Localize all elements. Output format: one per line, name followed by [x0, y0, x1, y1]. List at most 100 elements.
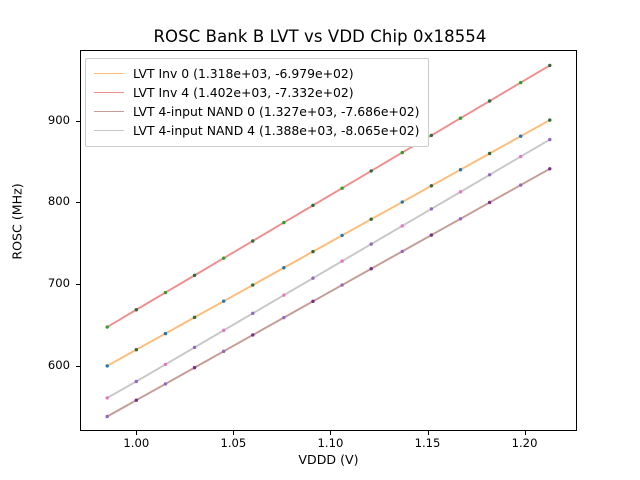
y-tick-mark: [76, 202, 80, 204]
legend-label: LVT Inv 0 (1.318e+03, -6.979e+02): [133, 66, 354, 81]
data-point-marker: [548, 63, 552, 68]
legend-line-icon: [94, 130, 124, 131]
data-point-marker: [400, 200, 404, 204]
y-tick-label: 600: [47, 358, 70, 373]
data-point-marker: [518, 154, 523, 159]
data-point-marker: [548, 137, 552, 142]
data-point-marker: [311, 299, 315, 304]
x-tick-label: 1.05: [220, 436, 247, 450]
data-point-marker: [369, 217, 373, 221]
data-point-marker: [340, 186, 344, 190]
legend-item[interactable]: LVT 4-input NAND 0 (1.327e+03, -7.686e+0…: [94, 102, 420, 121]
x-tick-mark: [136, 431, 138, 435]
data-point-marker: [251, 239, 255, 243]
data-point-marker: [192, 345, 197, 350]
data-point-marker: [163, 382, 168, 386]
series-line: [106, 119, 551, 367]
legend-item[interactable]: LVT Inv 4 (1.402e+03, -7.332e+02): [94, 83, 420, 102]
legend-line-icon: [94, 111, 124, 112]
data-point-marker: [429, 207, 434, 211]
legend-label: LVT 4-input NAND 4 (1.388e+03, -8.065e+0…: [133, 123, 420, 138]
data-point-marker: [192, 365, 197, 370]
y-tick-label: 700: [47, 276, 70, 291]
x-tick-mark: [427, 431, 429, 435]
data-point-marker: [429, 233, 434, 237]
series-group: [105, 118, 552, 368]
data-point-marker: [400, 150, 404, 155]
data-point-marker: [163, 290, 168, 295]
data-point-marker: [487, 151, 492, 156]
data-point-marker: [400, 224, 404, 228]
data-point-marker: [518, 134, 523, 138]
data-point-marker: [458, 116, 463, 120]
data-point-marker: [221, 349, 226, 354]
data-point-marker: [282, 293, 286, 297]
chart-legend: LVT Inv 0 (1.318e+03, -6.979e+02) LVT Inv…: [85, 58, 429, 147]
data-point-marker: [340, 259, 344, 263]
data-point-marker: [369, 242, 373, 246]
data-point-marker: [458, 167, 463, 172]
legend-item[interactable]: LVT Inv 0 (1.318e+03, -6.979e+02): [94, 64, 420, 83]
x-tick-mark: [233, 431, 235, 435]
data-point-marker: [163, 362, 168, 367]
data-point-marker: [369, 267, 373, 271]
data-point-marker: [548, 167, 552, 171]
x-axis-label: VDDD (V): [298, 452, 359, 467]
x-tick-mark: [524, 431, 526, 435]
data-point-marker: [134, 348, 139, 352]
x-tick-label: 1.20: [511, 436, 538, 450]
data-point-marker: [487, 173, 492, 177]
y-tick-label: 900: [47, 112, 70, 127]
data-point-marker: [251, 283, 255, 287]
data-point-marker: [251, 311, 255, 316]
y-tick-label: 800: [47, 194, 70, 209]
data-point-marker: [282, 315, 286, 320]
data-point-marker: [221, 328, 226, 333]
x-tick-label: 1.10: [317, 436, 344, 450]
legend-item[interactable]: LVT 4-input NAND 4 (1.388e+03, -8.065e+0…: [94, 121, 420, 140]
data-point-marker: [369, 169, 373, 173]
series-line: [106, 64, 551, 328]
legend-line-icon: [94, 73, 124, 74]
legend-line-icon: [94, 92, 124, 93]
data-point-marker: [282, 220, 286, 225]
data-point-marker: [518, 183, 523, 187]
data-point-marker: [282, 266, 286, 270]
series-group: [105, 167, 552, 419]
data-point-marker: [192, 273, 197, 278]
data-point-marker: [221, 256, 226, 260]
data-point-marker: [134, 398, 139, 402]
x-tick-mark: [330, 431, 332, 435]
data-point-marker: [458, 190, 463, 194]
data-point-marker: [429, 184, 434, 188]
data-point-marker: [105, 414, 109, 419]
series-group: [105, 63, 552, 329]
y-tick-mark: [76, 284, 80, 286]
data-point-marker: [548, 118, 552, 122]
x-tick-label: 1.15: [414, 436, 441, 450]
data-point-marker: [134, 379, 139, 384]
data-point-marker: [487, 200, 492, 205]
data-point-marker: [311, 276, 315, 280]
data-point-marker: [163, 331, 168, 336]
data-point-marker: [134, 308, 139, 312]
series-line: [106, 138, 551, 399]
data-point-marker: [251, 333, 255, 337]
series-line: [106, 167, 551, 418]
data-point-marker: [518, 80, 523, 85]
data-point-marker: [311, 249, 315, 254]
legend-label: LVT 4-input NAND 0 (1.327e+03, -7.686e+0…: [133, 104, 420, 119]
data-point-marker: [105, 364, 109, 368]
plot-svg: [105, 63, 552, 419]
data-point-marker: [340, 283, 344, 287]
x-tick-label: 1.00: [123, 436, 150, 450]
data-point-marker: [487, 99, 492, 103]
series-group: [105, 137, 552, 400]
y-tick-mark: [76, 366, 80, 368]
page-title: ROSC Bank B LVT vs VDD Chip 0x18554: [153, 27, 487, 46]
data-point-marker: [311, 203, 315, 208]
data-point-marker: [105, 396, 109, 400]
data-point-marker: [400, 249, 404, 254]
data-point-marker: [105, 325, 109, 329]
